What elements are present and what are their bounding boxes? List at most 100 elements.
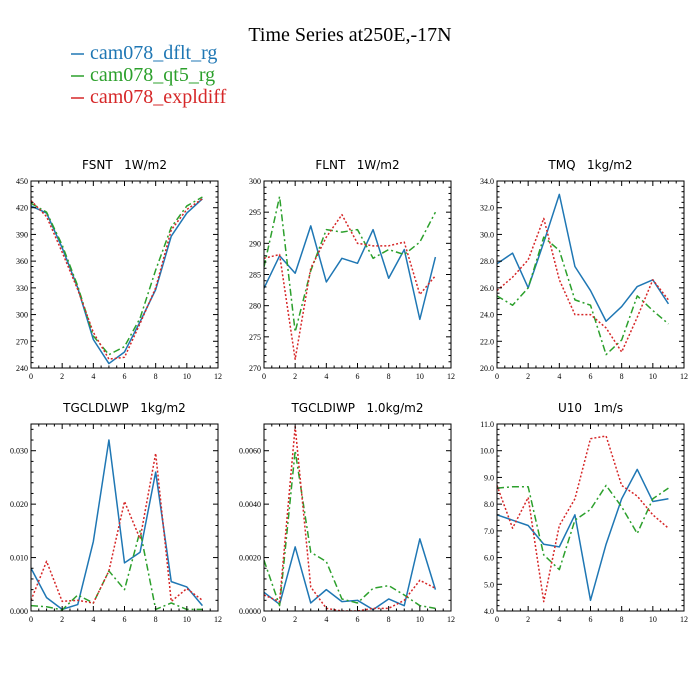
y-tick-label: 7.0 [484,527,494,536]
series-line-cam078_dflt_rg [264,225,437,321]
x-tick-label: 0 [29,372,33,381]
series-lines [31,439,203,611]
x-tick-label: 4 [324,372,328,381]
y-tick-label: 32.0 [480,204,494,213]
x-tick-label: 8 [620,372,624,381]
x-tick-label: 2 [293,615,297,624]
series-lines [31,196,203,365]
chart-panel: TGCLDLWP 1kg/m2 0 2 4 6 8 10 12 0.000 0.010 0.020 0… [10,401,222,624]
series-lines [497,193,670,356]
x-tick-label: 0 [262,615,266,624]
x-tick-label: 10 [649,615,657,624]
y-tick-label: 275 [249,333,261,342]
legend-label: cam078_dflt_rg [90,42,217,64]
y-tick-label: 0.0020 [239,554,261,563]
y-tick-label: 8.0 [484,500,494,509]
plot-frame [263,423,452,612]
y-tick-label: 5.0 [484,580,494,589]
x-tick-label: 8 [154,615,158,624]
chart-panel: TGCLDIWP 1.0kg/m2 0 2 4 6 8 10 12 0.0000 0.0020 0.… [239,401,455,624]
y-tick-label: 28.0 [480,257,494,266]
legend-label: cam078_qt5_rg [90,64,215,86]
x-tick-label: 6 [123,372,127,381]
plot-frame [496,180,685,369]
series-line-cam078_expldiff [264,425,436,611]
plot-frame [30,180,219,369]
y-tick-label: 360 [16,257,28,266]
legend: cam078_dflt_rgcam078_qt5_rgcam078_expldi… [71,42,227,108]
x-tick-label: 10 [183,615,191,624]
y-tick-label: 290 [249,239,261,248]
x-tick-label: 12 [680,615,688,624]
x-tick-label: 8 [620,615,624,624]
x-tick-label: 6 [356,615,360,624]
x-tick-label: 12 [214,372,222,381]
series-line-cam078_expldiff [497,435,669,603]
y-tick-label: 22.0 [480,337,494,346]
chart-panel: FSNT 1W/m2 0 2 4 6 8 10 12 240 270 300 330 360 390 420… [16,158,222,381]
x-tick-label: 4 [557,615,561,624]
series-lines [497,435,669,603]
panel-title: TMQ 1kg/m2 [547,158,632,172]
series-line-cam078_qt5_rg [497,484,669,571]
panel-title: TGCLDLWP 1kg/m2 [62,401,186,415]
y-tick-label: 24.0 [480,311,494,320]
y-tick-label: 270 [249,364,261,373]
y-tick-label: 11.0 [480,420,494,429]
x-tick-label: 4 [91,372,95,381]
y-tick-label: 6.0 [484,554,494,563]
series-line-cam078_dflt_rg [497,468,669,602]
x-tick-label: 2 [526,372,530,381]
series-line-cam078_dflt_rg [31,198,203,365]
x-tick-label: 4 [91,615,95,624]
y-tick-label: 0.010 [10,554,28,563]
chart-panel: FLNT 1W/m2 0 2 4 6 8 10 12 270 275 280 285 290 295 300 [249,158,455,381]
y-tick-label: 450 [16,177,28,186]
y-tick-label: 270 [16,337,28,346]
x-tick-label: 10 [416,615,424,624]
y-tick-label: 0.0060 [239,447,261,456]
y-tick-label: 420 [16,204,28,213]
y-tick-label: 26.0 [480,284,494,293]
series-line-cam078_qt5_rg [31,196,203,356]
y-tick-label: 9.0 [484,473,494,482]
series-line-cam078_expldiff [497,217,670,353]
x-tick-label: 6 [356,372,360,381]
legend-entry: cam078_qt5_rg [71,64,215,86]
x-tick-label: 8 [387,615,391,624]
series-line-cam078_expldiff [31,198,203,360]
panel-title: U10 1m/s [558,401,623,415]
y-tick-label: 285 [249,271,261,280]
y-tick-label: 280 [249,302,261,311]
x-tick-label: 6 [123,615,127,624]
x-tick-label: 0 [262,372,266,381]
chart-panels: FSNT 1W/m20 2 4 6 8 10 12240270300330360390420… [10,158,688,624]
y-tick-label: 10.0 [480,447,494,456]
legend-entry: cam078_expldiff [71,86,227,108]
y-tick-label: 30.0 [480,230,494,239]
series-line-cam078_qt5_rg [31,530,203,611]
series-line-cam078_expldiff [264,213,436,361]
series-line-cam078_dflt_rg [31,439,203,611]
series-line-cam078_dflt_rg [497,193,670,322]
legend-label: cam078_expldiff [90,86,227,108]
panel-title: FSNT 1W/m2 [82,158,167,172]
x-tick-label: 6 [589,372,593,381]
x-tick-label: 2 [293,372,297,381]
x-tick-label: 0 [495,372,499,381]
legend-entry: cam078_dflt_rg [71,42,217,64]
x-tick-label: 2 [526,615,530,624]
y-tick-label: 0.030 [10,447,28,456]
plot-frame [30,423,219,612]
x-tick-label: 4 [324,615,328,624]
x-tick-label: 10 [416,372,424,381]
x-tick-label: 8 [387,372,391,381]
y-tick-label: 20.0 [480,364,494,373]
y-tick-label: 330 [16,284,28,293]
x-tick-label: 6 [589,615,593,624]
y-tick-label: 240 [16,364,28,373]
x-tick-label: 0 [495,615,499,624]
y-tick-label: 300 [16,311,28,320]
x-tick-label: 0 [29,615,33,624]
